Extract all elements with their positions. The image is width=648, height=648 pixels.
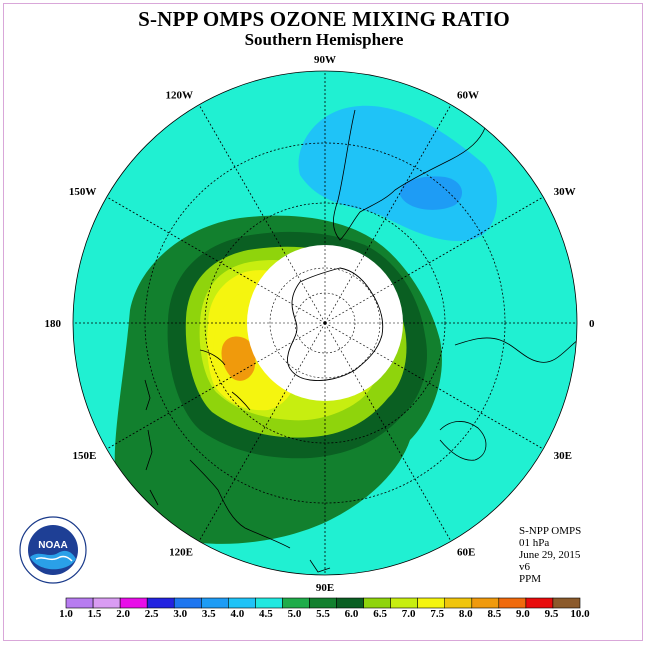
chart-subtitle: Southern Hemisphere xyxy=(244,30,404,49)
polar-cap-grid xyxy=(247,245,403,401)
colorbar-label: 8.0 xyxy=(458,608,473,620)
instrument-label: S-NPP OMPS xyxy=(519,525,582,537)
colorbar-swatch xyxy=(92,597,121,609)
chart-title: S-NPP OMPS OZONE MIXING RATIO xyxy=(138,7,510,31)
colorbar-label: 5.0 xyxy=(287,608,302,620)
colorbar-swatch xyxy=(525,597,554,609)
meridian-line xyxy=(257,283,326,324)
units-label: PPM xyxy=(519,573,542,585)
colorbar-label: 7.5 xyxy=(430,608,445,620)
coastlines xyxy=(144,109,577,573)
colorbar-label: 6.5 xyxy=(373,608,387,620)
longitude-label: 60E xyxy=(457,547,475,559)
colorbar-label: 4.0 xyxy=(230,608,245,620)
colorbar-swatch xyxy=(119,597,148,609)
colorbar-swatch xyxy=(309,597,337,609)
colorbar-swatch xyxy=(65,597,94,609)
colorbar-label: 1.0 xyxy=(59,608,73,620)
colorbar-swatch xyxy=(173,597,202,609)
meridian-line xyxy=(257,322,326,363)
colorbar-swatch xyxy=(146,597,175,609)
colorbar-label: 9.5 xyxy=(544,608,559,620)
colorbar-label: 7.0 xyxy=(401,608,416,620)
colorbar-label: 2.0 xyxy=(116,608,130,620)
meridian-line xyxy=(324,255,365,324)
meridian-line xyxy=(324,322,365,391)
noaa-logo-icon: NOAA xyxy=(19,516,87,584)
colorbar-label: 1.5 xyxy=(87,608,102,620)
longitude-label: 0 xyxy=(589,318,595,330)
colorbar-label: 3.5 xyxy=(201,608,216,620)
south-pole-marker xyxy=(323,321,327,325)
pressure-level-label: 01 hPa xyxy=(519,537,550,549)
ozone-contour-8.0 xyxy=(221,336,256,381)
date-label: June 29, 2015 xyxy=(519,549,581,561)
longitude-label: 30W xyxy=(554,186,576,198)
longitude-label: 180 xyxy=(45,318,62,330)
colorbar-label: 5.5 xyxy=(316,608,330,620)
longitude-label: 120W xyxy=(166,89,194,101)
colorbar-swatch xyxy=(471,597,500,609)
longitude-label: 30E xyxy=(554,450,572,462)
colorbar-label: 8.5 xyxy=(487,608,502,620)
colorbar-swatch xyxy=(282,597,310,609)
colorbar-labels: 1.0 1.5 2.0 2.5 3.0 3.5 4.0 4.5 5.0 5.5 6.0 6.5 7.0 7… xyxy=(0,608,648,622)
colorbar-label: 3.0 xyxy=(173,608,188,620)
colorbar xyxy=(65,597,581,609)
colorbar-swatch xyxy=(336,597,364,609)
longitude-label: 120E xyxy=(169,547,193,559)
logo-text: NOAA xyxy=(38,540,67,551)
colorbar-swatch xyxy=(417,597,446,609)
longitude-label: 150E xyxy=(73,450,97,462)
colorbar-label: 6.0 xyxy=(344,608,359,620)
longitude-label: 60W xyxy=(457,89,479,101)
ozone-contour-3.5 xyxy=(399,176,463,210)
longitude-label: 90W xyxy=(314,54,336,66)
meridian-line xyxy=(324,283,393,324)
longitude-label: 150W xyxy=(69,186,97,198)
meridian-line xyxy=(324,322,393,363)
colorbar-swatch xyxy=(444,597,473,609)
version-label: v6 xyxy=(519,561,530,573)
latitude-circle xyxy=(269,267,381,379)
longitude-label: 90E xyxy=(316,582,334,594)
meridian-line xyxy=(285,255,326,324)
longitude-labels: 0 30E 60E 90E 120E 150E 180 150W 120W 90W 60W 30W xyxy=(45,54,596,594)
colorbar-label: 9.0 xyxy=(516,608,530,620)
colorbar-swatch xyxy=(390,597,419,609)
colorbar-swatch xyxy=(363,597,392,609)
meridian-line xyxy=(285,322,326,391)
map-boundary xyxy=(72,70,578,576)
colorbar-swatch xyxy=(255,597,283,609)
figure-frame xyxy=(3,3,643,641)
colorbar-swatch xyxy=(228,597,256,609)
colorbar-label: 2.5 xyxy=(144,608,159,620)
colorbar-swatch xyxy=(552,597,581,609)
colorbar-label: 4.5 xyxy=(259,608,273,620)
colorbar-swatch xyxy=(201,597,229,609)
metadata-block: S-NPP OMPS 01 hPa June 29, 2015 v6 PPM xyxy=(519,525,581,585)
colorbar-label: 10.0 xyxy=(570,608,590,620)
colorbar-swatch xyxy=(498,597,527,609)
